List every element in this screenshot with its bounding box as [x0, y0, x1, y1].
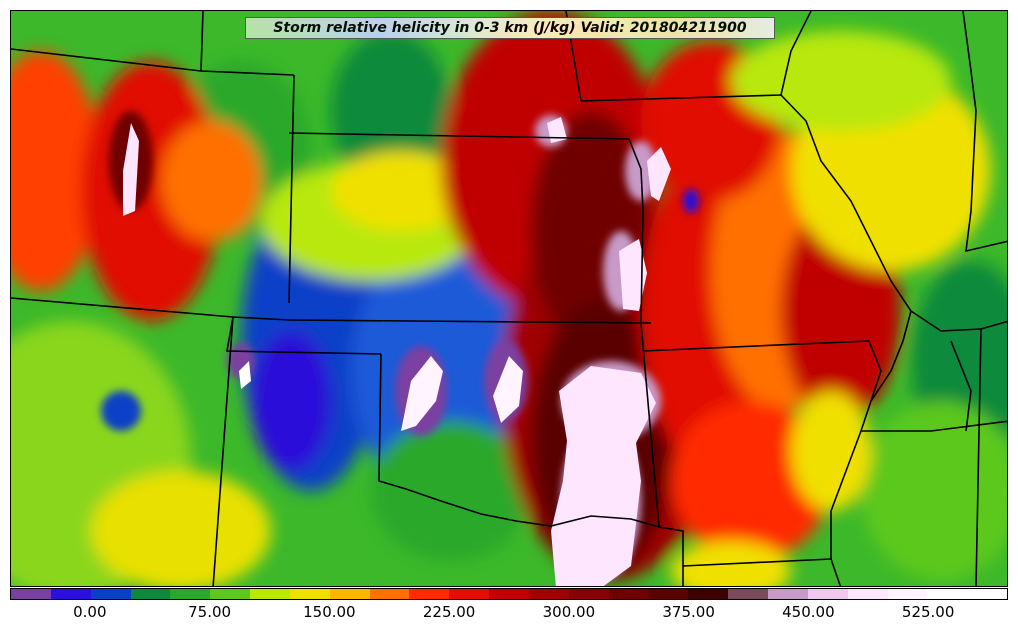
- colorbar-segment: [807, 589, 848, 599]
- colorbar-tick-label: 225.00: [422, 603, 476, 621]
- colorbar-segment: [11, 589, 51, 599]
- colorbar-segment: [568, 589, 609, 599]
- colorbar-segment: [90, 589, 131, 599]
- colorbar-tick-label: 525.00: [901, 603, 955, 621]
- colorbar-tick-label: 375.00: [662, 603, 715, 621]
- colorbar-segment: [289, 589, 330, 599]
- colorbar: [10, 588, 1008, 600]
- colorbar-segment: [528, 589, 569, 599]
- field-broad: [11, 11, 1007, 586]
- colorbar-segment: [847, 589, 888, 599]
- colorbar-tick-label: 75.00: [188, 603, 232, 621]
- colorbar-segment: [489, 589, 529, 599]
- colorbar-segment: [170, 589, 211, 599]
- colorbar-segment: [50, 589, 91, 599]
- colorbar-segment: [688, 589, 729, 599]
- colorbar-segment: [130, 589, 171, 599]
- colorbar-tick-label: 450.00: [782, 603, 835, 621]
- colorbar-segment: [768, 589, 808, 599]
- helicity-field: [11, 11, 1007, 586]
- colorbar-segment: [608, 589, 649, 599]
- colorbar-segment: [369, 589, 410, 599]
- colorbar-tick-label: 0.00: [73, 603, 107, 621]
- colorbar-segment: [250, 589, 290, 599]
- colorbar-segment: [927, 589, 968, 599]
- field-extreme: [123, 117, 671, 586]
- colorbar-segment: [728, 589, 769, 599]
- map-title: Storm relative helicity in 0-3 km (J/kg)…: [273, 20, 747, 36]
- colorbar-segment: [449, 589, 490, 599]
- colorbar-ticks: 0.00 75.00 150.00 225.00 300.00 375.00 450.00 5…: [10, 603, 1008, 623]
- colorbar-segment: [329, 589, 370, 599]
- colorbar-segment: [648, 589, 689, 599]
- title-box: Storm relative helicity in 0-3 km (J/kg)…: [245, 17, 775, 39]
- helicity-map: Storm relative helicity in 0-3 km (J/kg)…: [10, 10, 1008, 587]
- colorbar-tick-label: 150.00: [303, 603, 356, 621]
- colorbar-tick-label: 300.00: [542, 603, 596, 621]
- colorbar-segment: [409, 589, 450, 599]
- colorbar-segment: [210, 589, 251, 599]
- colorbar-segment: [967, 589, 1008, 599]
- colorbar-segment: [887, 589, 928, 599]
